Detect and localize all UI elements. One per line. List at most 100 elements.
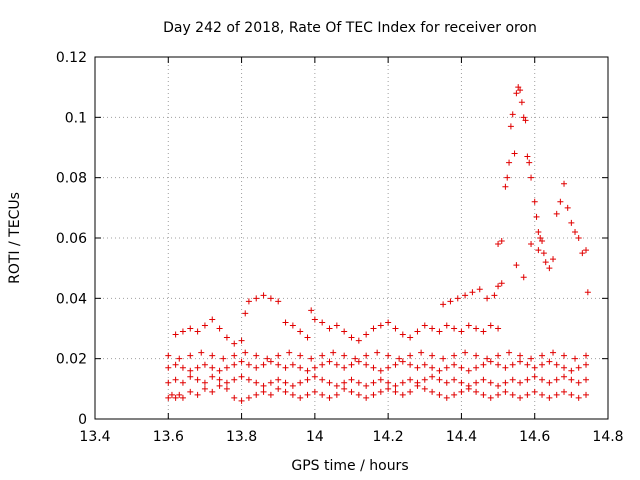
data-point <box>575 364 582 371</box>
data-point <box>418 349 425 356</box>
data-point <box>326 325 333 332</box>
data-point <box>546 394 553 401</box>
data-point <box>392 361 399 368</box>
data-point <box>194 376 201 383</box>
data-point <box>436 391 443 398</box>
data-point <box>498 238 505 245</box>
data-point <box>584 289 591 296</box>
data-point <box>513 90 520 97</box>
data-point <box>429 388 436 395</box>
data-point <box>275 298 282 305</box>
data-point <box>539 352 546 359</box>
data-point <box>179 328 186 335</box>
data-point <box>506 159 513 166</box>
data-point <box>583 361 590 368</box>
data-point <box>385 352 392 359</box>
data-point <box>506 349 513 356</box>
data-point <box>451 391 458 398</box>
data-point <box>546 358 553 365</box>
data-point <box>539 376 546 383</box>
data-point <box>518 99 525 106</box>
data-point <box>363 361 370 368</box>
data-point <box>491 292 498 299</box>
data-point <box>275 376 282 383</box>
x-tick-label: 13.8 <box>226 429 257 445</box>
data-point <box>399 331 406 338</box>
data-point <box>297 364 304 371</box>
data-point <box>253 295 260 302</box>
data-point <box>209 316 216 323</box>
data-point <box>392 382 399 389</box>
x-axis-label: GPS time / hours <box>291 458 408 474</box>
data-point <box>429 364 436 371</box>
data-point <box>370 379 377 386</box>
data-point <box>451 376 458 383</box>
data-point <box>326 358 333 365</box>
data-point <box>198 349 205 356</box>
data-point <box>179 364 186 371</box>
data-point <box>561 373 568 380</box>
data-point <box>572 355 579 362</box>
data-point <box>187 373 194 380</box>
data-point <box>465 382 472 389</box>
data-point <box>568 391 575 398</box>
data-point <box>168 391 175 398</box>
data-point <box>553 361 560 368</box>
data-point <box>414 328 421 335</box>
data-point <box>561 180 568 187</box>
data-point <box>487 379 494 386</box>
y-axis-label: ROTI / TECUs <box>7 192 23 284</box>
data-point <box>165 394 172 401</box>
data-point <box>524 376 531 383</box>
data-point <box>561 364 568 371</box>
data-point <box>443 379 450 386</box>
ticks-layer: 13.4 13.6 13.8 14 14.2 14.4 14.6 14.8 0 0.02 0.04 0… <box>56 50 624 445</box>
x-tick-label: 14.4 <box>446 429 477 445</box>
data-point <box>330 349 337 356</box>
data-point <box>539 238 546 245</box>
chart-title: Day 242 of 2018, Rate Of TEC Index for r… <box>163 20 537 36</box>
data-point <box>333 361 340 368</box>
data-point <box>451 352 458 359</box>
data-point <box>308 355 315 362</box>
data-point <box>473 388 480 395</box>
data-point <box>550 349 557 356</box>
data-point <box>528 355 535 362</box>
data-point <box>223 385 230 392</box>
data-point <box>515 84 522 91</box>
data-point <box>231 376 238 383</box>
data-point <box>348 388 355 395</box>
data-point <box>509 376 516 383</box>
data-point <box>440 355 447 362</box>
data-point <box>524 391 531 398</box>
data-point <box>583 352 590 359</box>
data-point <box>201 322 208 329</box>
data-point <box>487 358 494 365</box>
data-point <box>311 388 318 395</box>
data-point <box>341 364 348 371</box>
data-point <box>495 283 502 290</box>
data-point <box>172 376 179 383</box>
data-point <box>172 331 179 338</box>
data-point <box>253 352 260 359</box>
data-point <box>421 385 428 392</box>
data-point <box>194 364 201 371</box>
data-point <box>465 322 472 329</box>
data-point <box>216 325 223 332</box>
data-point <box>513 262 520 269</box>
data-point <box>363 394 370 401</box>
data-point <box>348 334 355 341</box>
data-point <box>282 364 289 371</box>
data-point <box>209 364 216 371</box>
data-point <box>297 352 304 359</box>
data-point <box>187 325 194 332</box>
data-point <box>517 87 524 94</box>
data-points-layer <box>165 84 591 404</box>
data-point <box>495 382 502 389</box>
data-point <box>533 213 540 220</box>
data-point <box>443 394 450 401</box>
data-point <box>429 352 436 359</box>
data-point <box>165 352 172 359</box>
data-point <box>333 391 340 398</box>
y-tick-label: 0 <box>78 412 87 428</box>
